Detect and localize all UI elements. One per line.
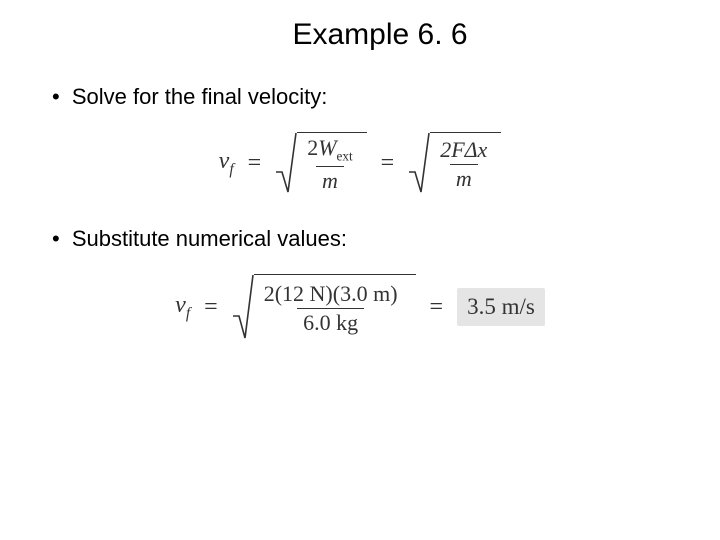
formula1-frac1: 2Wext m	[303, 136, 356, 193]
formula1-lhs-sub: f	[229, 160, 233, 177]
formula1-sqrt2-body: 2FΔx m	[430, 132, 501, 194]
equals-sign: =	[204, 294, 218, 321]
formula2-sqrt-body: 2(12 N)(3.0 m) 6.0 kg	[254, 274, 416, 340]
formula-velocity-numeric: vf = 2(12 N)(3.0 m) 6.0 kg = 3.5 m/s	[50, 274, 670, 340]
equals-sign: =	[430, 294, 444, 321]
radical-icon	[275, 132, 297, 194]
formula-velocity-symbolic: vf = 2Wext m =	[50, 132, 670, 194]
formula1-num-coef: 2	[307, 135, 318, 160]
bullet-solve: Solve for the final velocity:	[50, 84, 670, 110]
formula1-frac2-den: m	[450, 164, 478, 191]
formula1-lhs-var: v	[219, 148, 230, 174]
formula1-num-W: W	[318, 135, 336, 160]
formula2-result: 3.5 m/s	[457, 288, 545, 326]
formula1-lhs: vf	[219, 148, 234, 179]
equals-sign: =	[381, 150, 395, 177]
formula1-frac2-num: 2FΔx	[436, 138, 491, 164]
formula2-frac: 2(12 N)(3.0 m) 6.0 kg	[260, 282, 402, 335]
formula2-lhs: vf	[175, 292, 190, 323]
radical-icon	[408, 132, 430, 194]
formula1-sqrt1-body: 2Wext m	[297, 132, 366, 194]
formula1-sqrt-left: 2Wext m	[275, 132, 366, 194]
formula1-frac1-num: 2Wext	[303, 136, 356, 166]
formula1-num-sub: ext	[337, 148, 353, 163]
slide-title: Example 6. 6	[90, 18, 670, 52]
formula2-frac-num: 2(12 N)(3.0 m)	[260, 282, 402, 308]
bullet-substitute: Substitute numerical values:	[50, 226, 670, 252]
slide: Example 6. 6 Solve for the final velocit…	[0, 0, 720, 340]
formula1-frac1-den: m	[316, 166, 344, 193]
formula1-sqrt-right: 2FΔx m	[408, 132, 501, 194]
formula1-frac2: 2FΔx m	[436, 138, 491, 191]
formula2-frac-den: 6.0 kg	[297, 308, 364, 335]
equals-sign: =	[248, 150, 262, 177]
radical-icon	[232, 274, 254, 340]
formula2-lhs-var: v	[175, 292, 186, 318]
formula2-sqrt: 2(12 N)(3.0 m) 6.0 kg	[232, 274, 416, 340]
formula2-lhs-sub: f	[186, 304, 190, 321]
